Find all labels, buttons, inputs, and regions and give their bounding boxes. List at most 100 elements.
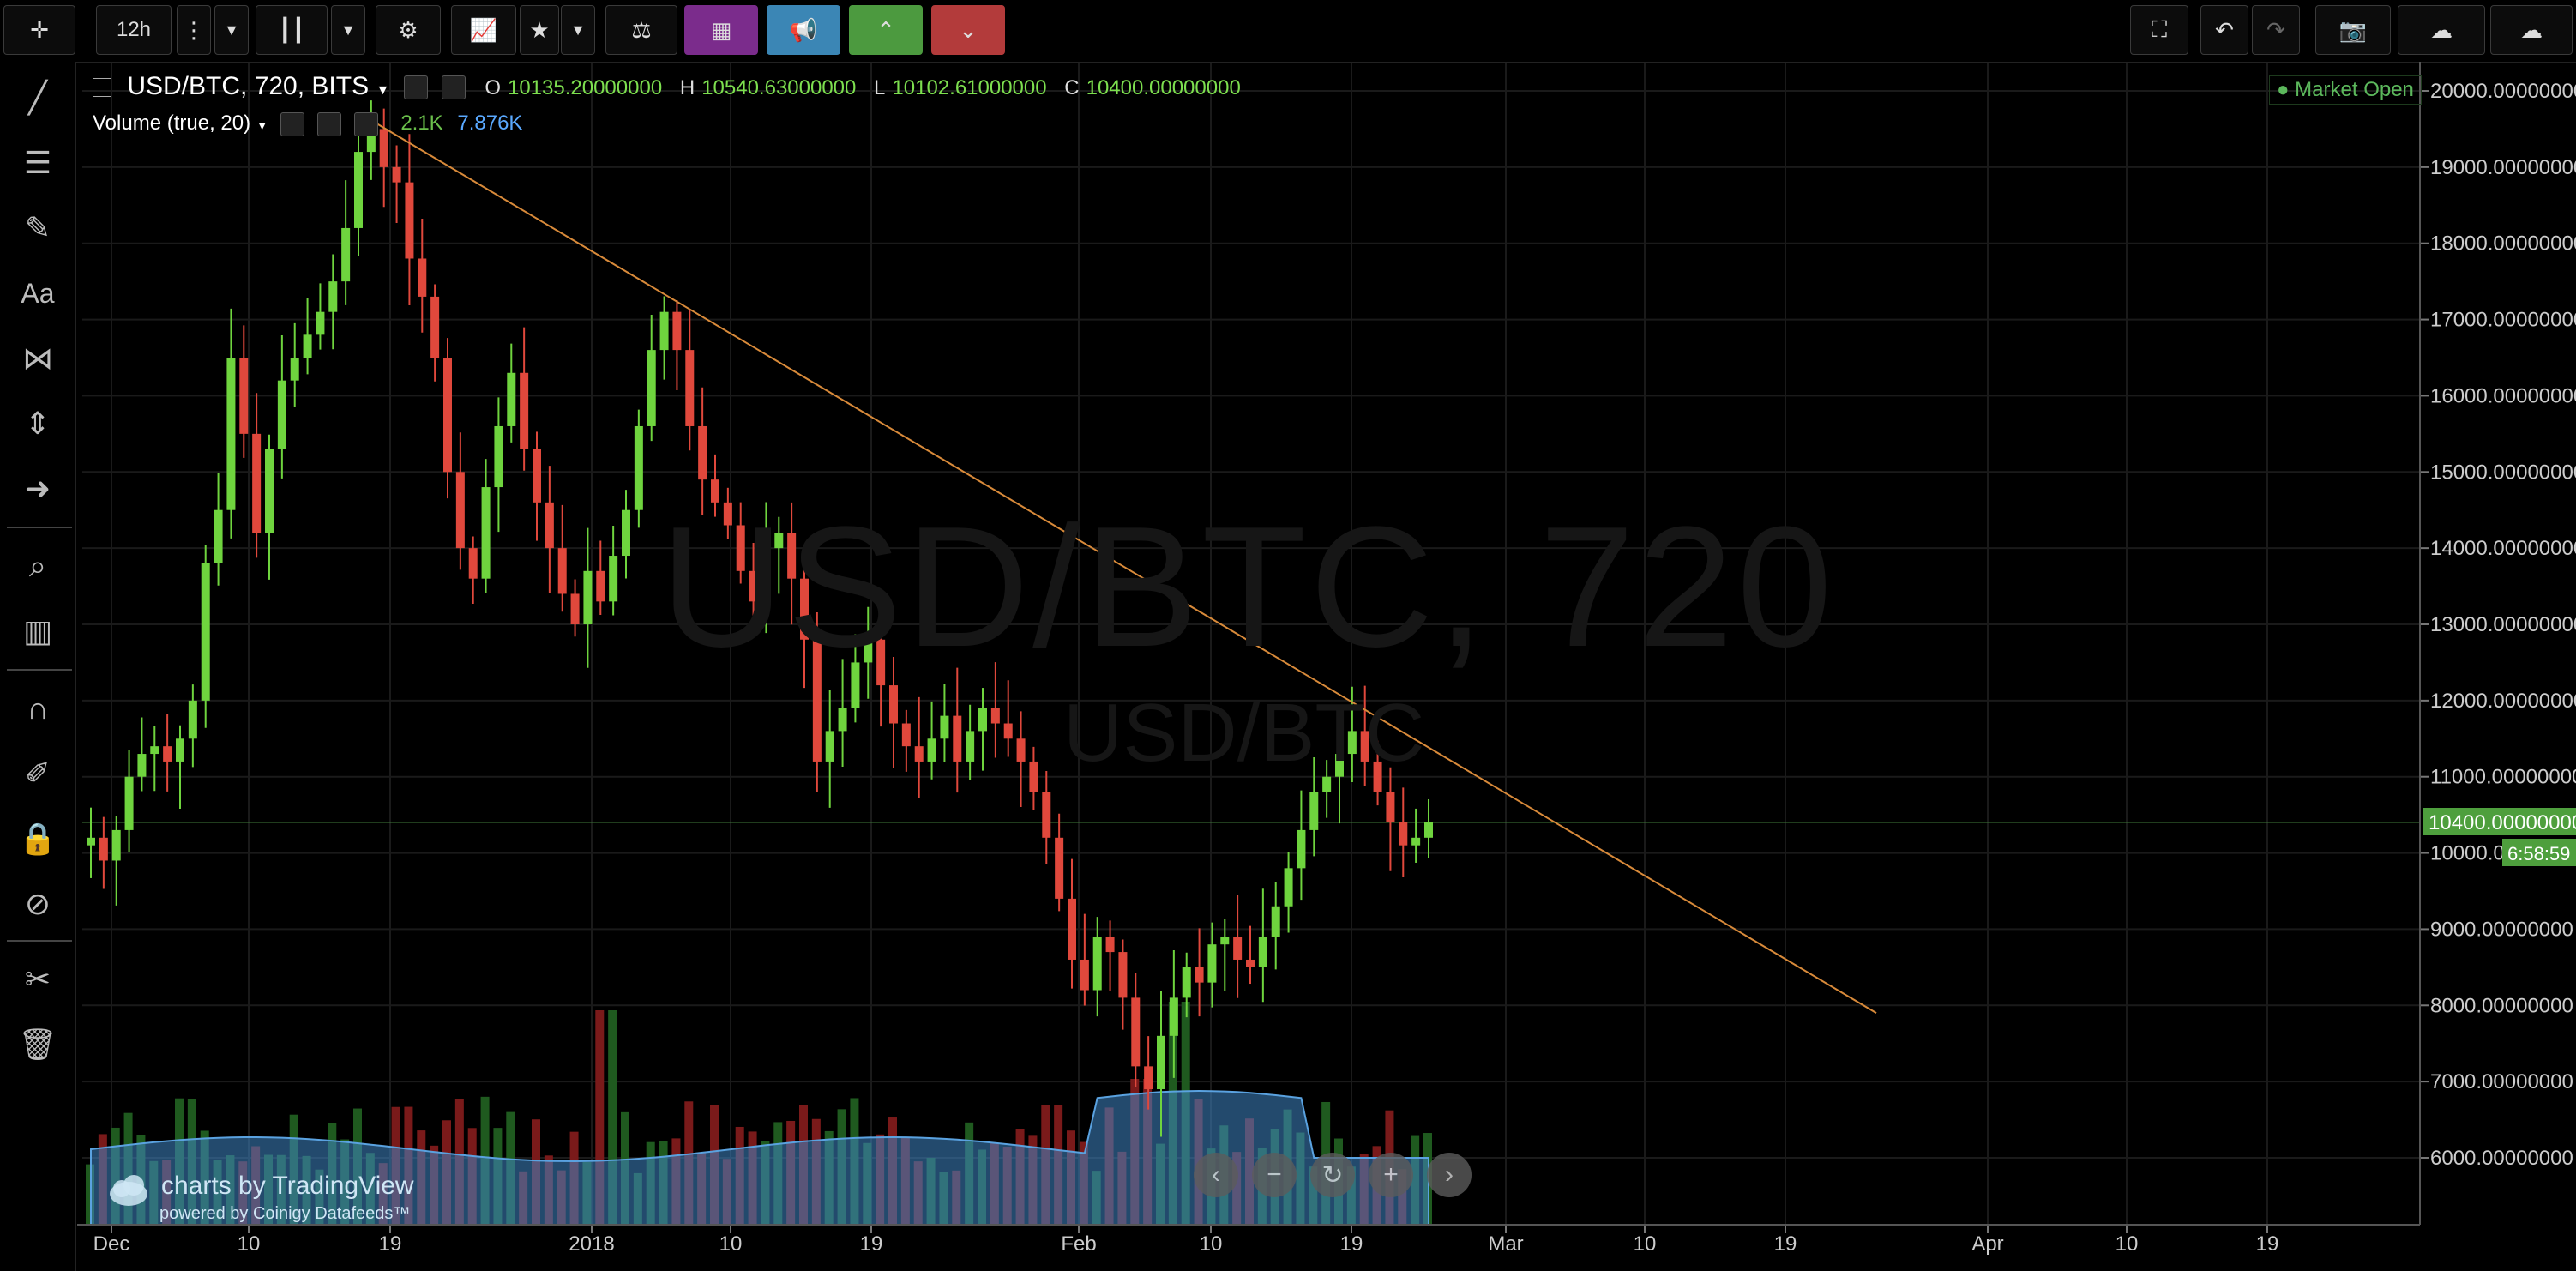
undo-button[interactable]: ↶ — [2200, 5, 2248, 55]
candle — [838, 659, 847, 767]
compare-button[interactable]: ⚖ — [605, 5, 677, 55]
settings-button[interactable]: ⚙ — [376, 5, 441, 55]
scroll-left-button[interactable]: ‹ — [1194, 1153, 1238, 1197]
magnet-icon[interactable]: ∩ — [27, 690, 49, 726]
pattern-icon[interactable]: ⋈ — [22, 340, 53, 376]
candle — [303, 298, 312, 375]
x-tick-label: 19 — [379, 1232, 402, 1256]
fullscreen-button[interactable]: ⛶ — [2130, 5, 2188, 55]
gear-icon[interactable] — [316, 111, 341, 136]
scroll-right-button[interactable]: › — [1427, 1153, 1472, 1197]
x-tick-label: 19 — [1774, 1232, 1797, 1256]
redo-button[interactable]: ↷ — [2252, 5, 2300, 55]
zoom-icon[interactable]: ⌕ — [28, 547, 47, 583]
lock-icon[interactable]: 🔒 — [18, 821, 57, 856]
close-icon[interactable] — [353, 111, 378, 136]
chevron-down-icon[interactable]: ▼ — [376, 83, 390, 98]
price-tag-value: 10400.00000000 — [2429, 811, 2576, 834]
save-button[interactable]: ☁ — [2490, 5, 2573, 55]
horizontal-lines-icon[interactable]: ☰ — [23, 145, 52, 180]
chart-style-dropdown[interactable]: ▼ — [331, 5, 365, 55]
crosshair-tool-button[interactable]: ✛ — [3, 5, 75, 55]
candle — [711, 454, 719, 517]
buy-button[interactable]: ⌃ — [849, 5, 923, 55]
tools-icon[interactable]: ✂ — [24, 961, 51, 997]
favorites-button[interactable]: ★ — [520, 5, 559, 55]
y-tick-label: 8000.00000000 — [2430, 994, 2573, 1017]
branding-line1[interactable]: charts by TradingView — [161, 1172, 414, 1200]
candle — [443, 338, 452, 499]
candle — [328, 254, 338, 350]
eye-icon[interactable] — [403, 75, 428, 100]
text-tool-icon[interactable]: Aa — [21, 277, 55, 309]
screenshot-button[interactable]: 📷 — [2315, 5, 2391, 55]
candle — [468, 536, 478, 604]
candle — [455, 432, 465, 570]
load-button[interactable]: ☁ — [2398, 5, 2485, 55]
low-label: L — [874, 76, 886, 99]
candle — [226, 308, 236, 539]
zoom-out-button[interactable]: − — [1252, 1153, 1297, 1197]
gear-icon[interactable] — [441, 75, 466, 100]
market-status-text: Market Open — [2295, 78, 2414, 101]
candle — [647, 315, 656, 442]
undo-icon: ↶ — [2215, 16, 2234, 43]
symbol-watermark-sub: USD/BTC — [1063, 687, 1425, 779]
candles-icon: ┃┃ — [278, 16, 305, 43]
branding-line2[interactable]: powered by Coinigy Datafeeds™ — [159, 1204, 411, 1223]
indicators-button[interactable]: 📈 — [451, 5, 516, 55]
candle — [150, 726, 159, 792]
ruler-icon[interactable]: ▥ — [22, 613, 52, 648]
candle — [672, 299, 682, 391]
trash-icon[interactable]: 🗑 — [18, 1027, 57, 1062]
brush-icon[interactable]: ✎ — [24, 210, 51, 245]
cube-button[interactable]: ▦ — [684, 5, 758, 55]
candle — [634, 409, 643, 528]
interval-button[interactable]: 12h — [96, 5, 172, 55]
candle — [876, 599, 886, 727]
chart-style-button[interactable]: ┃┃ — [256, 5, 328, 55]
trend-line-icon[interactable]: ╱ — [28, 80, 47, 115]
candle — [1386, 767, 1395, 871]
volume-title[interactable]: Volume (true, 20) — [93, 111, 251, 135]
candle — [901, 709, 911, 772]
chevron-down-icon: ▼ — [340, 21, 356, 39]
chevron-right-icon: › — [1445, 1160, 1454, 1189]
symbol-title[interactable]: USD/BTC, 720, BITS — [127, 72, 370, 100]
measure-icon[interactable]: ⇕ — [24, 406, 51, 441]
interval-dropdown-button[interactable]: ▼ — [214, 5, 249, 55]
eye-icon[interactable] — [280, 111, 305, 136]
candle — [201, 545, 210, 728]
candle — [1068, 858, 1076, 989]
sell-button[interactable]: ⌄ — [931, 5, 1005, 55]
drawing-toolbar: ╱ ☰ ✎ Aa ⋈ ⇕ ➜ ⌕ ▥ ∩ ✐ 🔒 ⊘ ✂ 🗑 — [0, 62, 76, 1271]
collapse-icon[interactable] — [93, 78, 111, 98]
y-tick-label: 15000.00000000 — [2430, 461, 2576, 484]
zoom-in-button[interactable]: + — [1369, 1153, 1413, 1197]
x-tick-label: 10 — [719, 1232, 743, 1256]
hide-icon[interactable]: ⊘ — [24, 886, 51, 921]
favorites-dropdown[interactable]: ▼ — [561, 5, 595, 55]
top-toolbar: ✛ 12h ⋮ ▼ ┃┃ ▼ ⚙ 📈 ★ ▼ ⚖ ▦ 📢 ⌃ ⌄ ⛶ ↶ ↷ 📷… — [0, 0, 2576, 63]
pencil-lock-icon[interactable]: ✐ — [24, 756, 51, 791]
y-tick-label: 6000.00000000 — [2430, 1147, 2573, 1170]
x-tick-label: 19 — [2256, 1232, 2279, 1256]
interval-menu-button[interactable]: ⋮ — [177, 5, 211, 55]
x-tick-label: 10 — [1634, 1232, 1657, 1256]
y-tick-label: 20000.00000000 — [2430, 80, 2576, 103]
candle — [761, 502, 771, 634]
chevron-down-icon[interactable]: ▼ — [256, 118, 268, 132]
trend-line[interactable] — [359, 112, 1877, 1015]
x-tick-label: 2018 — [569, 1232, 614, 1256]
redo-icon: ↷ — [2266, 16, 2285, 43]
candle — [507, 343, 516, 443]
back-arrow-icon[interactable]: ➜ — [24, 471, 51, 506]
candle — [354, 121, 363, 256]
candle — [290, 322, 299, 407]
x-tick-label: Apr — [1971, 1232, 2003, 1256]
separator — [7, 940, 72, 942]
reset-button[interactable]: ↻ — [1310, 1153, 1355, 1197]
candle — [494, 397, 503, 533]
candle — [1411, 808, 1421, 863]
announce-button[interactable]: 📢 — [767, 5, 840, 55]
